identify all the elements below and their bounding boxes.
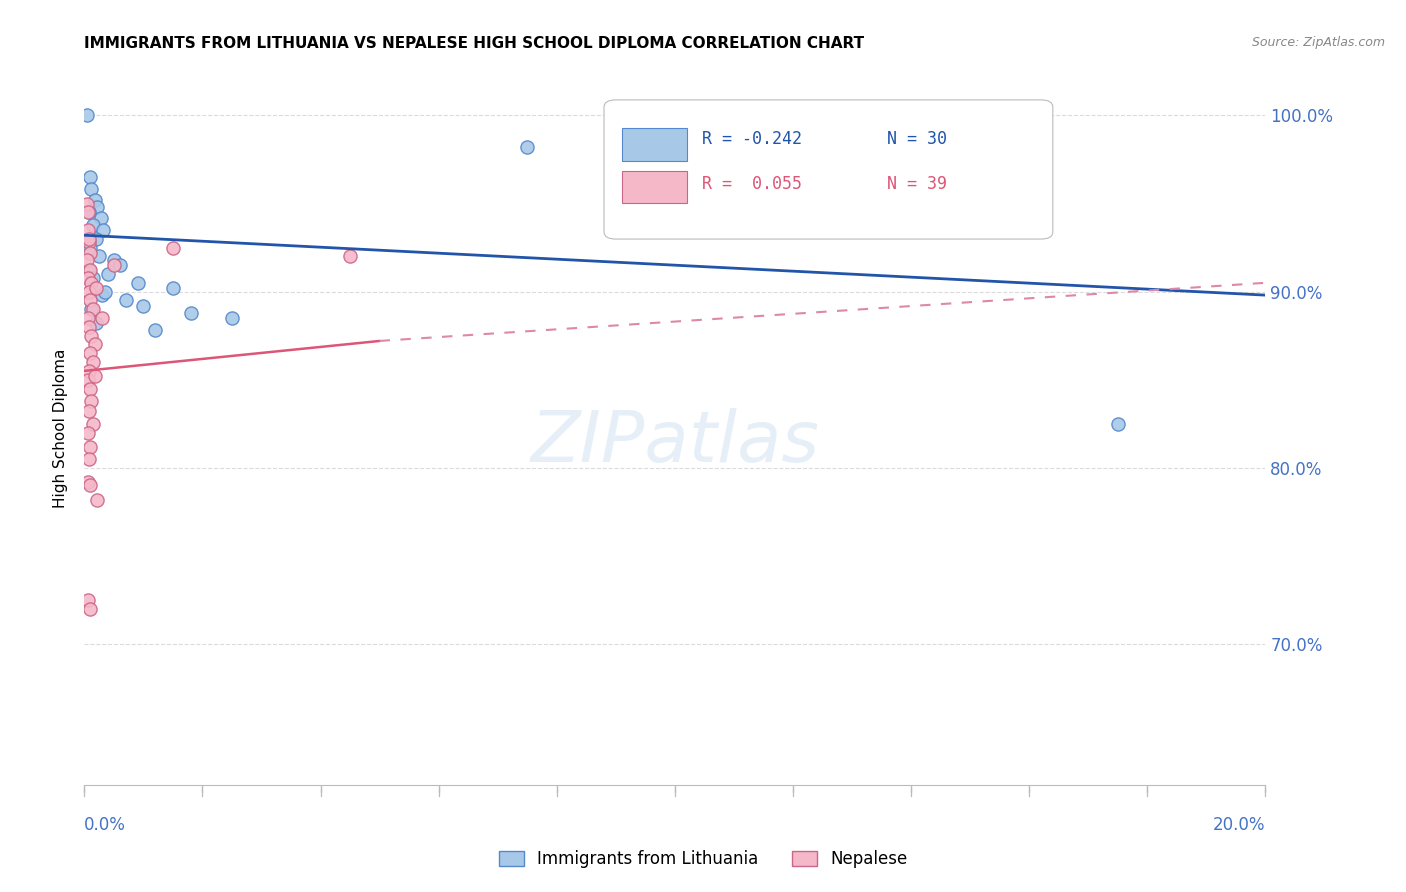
Point (79, 440, 101, 454)
FancyBboxPatch shape (621, 128, 686, 161)
Point (180, 306, 202, 320)
Point (94, 285, 117, 299)
Point (76, 196, 98, 211)
Point (91, 311, 114, 326)
Point (143, 323, 166, 337)
Point (77, 364, 100, 378)
Point (84, 337, 107, 351)
Point (114, 293, 136, 308)
Y-axis label: High School Diploma: High School Diploma (53, 349, 69, 508)
Point (79, 382, 101, 396)
Point (79, 245, 101, 260)
Point (79, 241, 101, 255)
Text: N = 39: N = 39 (887, 175, 948, 193)
Point (91, 288, 114, 302)
Point (90, 211, 112, 225)
Point (221, 311, 243, 326)
Point (77, 404, 100, 418)
Point (79, 478, 101, 492)
Point (80, 393, 103, 408)
Point (77, 235, 100, 250)
Point (91, 223, 114, 237)
Point (132, 299, 155, 313)
Point (86, 492, 108, 507)
Point (77, 285, 100, 299)
Point (77, 475, 100, 489)
Text: R = -0.242: R = -0.242 (702, 130, 801, 148)
Point (82, 270, 104, 285)
Point (1107, 417, 1129, 431)
Point (79, 293, 101, 308)
Point (77, 263, 100, 277)
Point (79, 263, 101, 277)
Point (80, 328, 103, 343)
Point (76, 108, 98, 122)
Point (79, 601, 101, 615)
Point (82, 355, 104, 369)
Point (77, 205, 100, 219)
Point (82, 417, 104, 431)
Text: 0.0%: 0.0% (84, 816, 127, 834)
Point (79, 346, 101, 360)
Point (77, 270, 100, 285)
Point (77, 425, 100, 440)
Point (127, 276, 149, 290)
Text: IMMIGRANTS FROM LITHUANIA VS NEPALESE HIGH SCHOOL DIPLOMA CORRELATION CHART: IMMIGRANTS FROM LITHUANIA VS NEPALESE HI… (84, 36, 865, 51)
Point (82, 218, 104, 232)
Point (77, 205, 100, 219)
Point (77, 452, 100, 467)
Point (80, 276, 103, 290)
Point (77, 232, 100, 246)
Point (84, 369, 107, 384)
FancyBboxPatch shape (621, 171, 686, 203)
Point (79, 170, 101, 185)
Point (89, 249, 111, 263)
Point (76, 252, 98, 267)
Point (162, 241, 184, 255)
Point (80, 182, 103, 196)
Point (103, 258, 125, 272)
Text: Source: ZipAtlas.com: Source: ZipAtlas.com (1251, 36, 1385, 49)
Text: R =  0.055: R = 0.055 (702, 175, 801, 193)
Point (339, 249, 361, 263)
Legend: Immigrants from Lithuania, Nepalese: Immigrants from Lithuania, Nepalese (492, 844, 914, 875)
Point (82, 302, 104, 317)
Point (77, 593, 100, 607)
Point (77, 223, 100, 237)
Point (84, 193, 107, 207)
Text: N = 30: N = 30 (887, 130, 948, 148)
Point (77, 319, 100, 334)
Point (108, 258, 131, 272)
FancyBboxPatch shape (605, 100, 1053, 239)
Point (80, 302, 103, 317)
Text: ZIPatlas: ZIPatlas (530, 408, 820, 477)
Point (84, 281, 107, 295)
Point (97, 267, 120, 281)
Point (84, 232, 107, 246)
Text: 20.0%: 20.0% (1213, 816, 1265, 834)
Point (516, 140, 538, 154)
Point (77, 311, 100, 326)
Point (77, 373, 100, 387)
Point (84, 316, 107, 330)
Point (86, 200, 108, 214)
Point (103, 252, 125, 267)
Point (162, 281, 184, 295)
